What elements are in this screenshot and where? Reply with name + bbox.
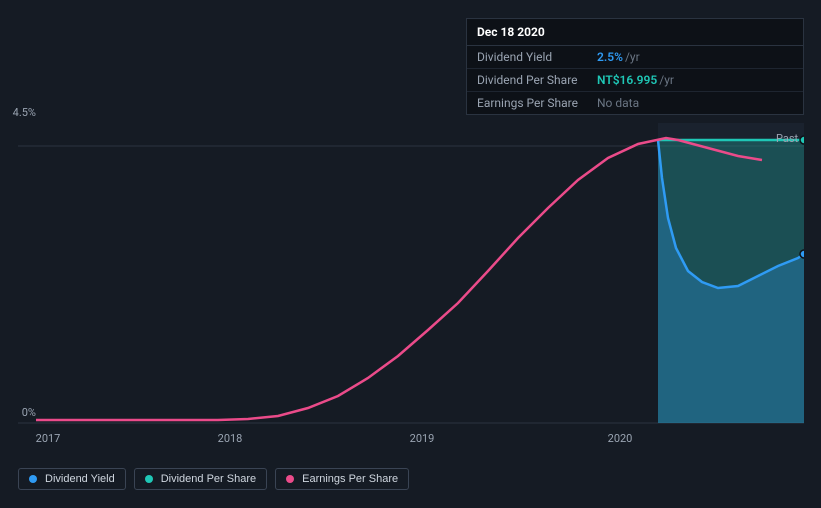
eps-line bbox=[36, 138, 762, 420]
x-axis-label: 2019 bbox=[410, 432, 435, 445]
tooltip-date: Dec 18 2020 bbox=[467, 19, 803, 46]
dy-end-marker bbox=[800, 250, 804, 258]
x-axis-label: 2017 bbox=[36, 432, 61, 445]
x-axis-label: 2018 bbox=[218, 432, 243, 445]
tooltip-row: Dividend Yield 2.5%/yr bbox=[467, 46, 803, 69]
tooltip-value: NT$16.995/yr bbox=[597, 73, 674, 87]
legend-item-dividend-per-share[interactable]: Dividend Per Share bbox=[134, 468, 267, 490]
legend-item-earnings-per-share[interactable]: Earnings Per Share bbox=[275, 468, 409, 490]
tooltip: Dec 18 2020 Dividend Yield 2.5%/yr Divid… bbox=[466, 18, 804, 115]
legend-dot-icon bbox=[286, 475, 294, 483]
dps-end-marker bbox=[800, 136, 804, 144]
tooltip-row: Earnings Per Share No data bbox=[467, 92, 803, 114]
tooltip-value: No data bbox=[597, 96, 639, 110]
legend-dot-icon bbox=[145, 475, 153, 483]
tooltip-label: Dividend Per Share bbox=[477, 73, 597, 87]
tooltip-row: Dividend Per Share NT$16.995/yr bbox=[467, 69, 803, 92]
legend-item-dividend-yield[interactable]: Dividend Yield bbox=[18, 468, 126, 490]
y-axis-label: 4.5% bbox=[6, 106, 36, 119]
legend-dot-icon bbox=[29, 475, 37, 483]
tooltip-label: Earnings Per Share bbox=[477, 96, 597, 110]
legend: Dividend Yield Dividend Per Share Earnin… bbox=[18, 468, 409, 490]
chart-container: 4.5% 0% 2017 2018 2019 2020 Past Dec 18 … bbox=[18, 18, 804, 458]
legend-label: Earnings Per Share bbox=[302, 473, 398, 485]
y-axis-label: 0% bbox=[6, 406, 36, 419]
x-axis-label: 2020 bbox=[608, 432, 633, 445]
legend-label: Dividend Yield bbox=[45, 473, 115, 485]
tooltip-label: Dividend Yield bbox=[477, 50, 597, 64]
past-label: Past bbox=[776, 132, 798, 145]
tooltip-value: 2.5%/yr bbox=[597, 50, 640, 64]
legend-label: Dividend Per Share bbox=[161, 473, 256, 485]
